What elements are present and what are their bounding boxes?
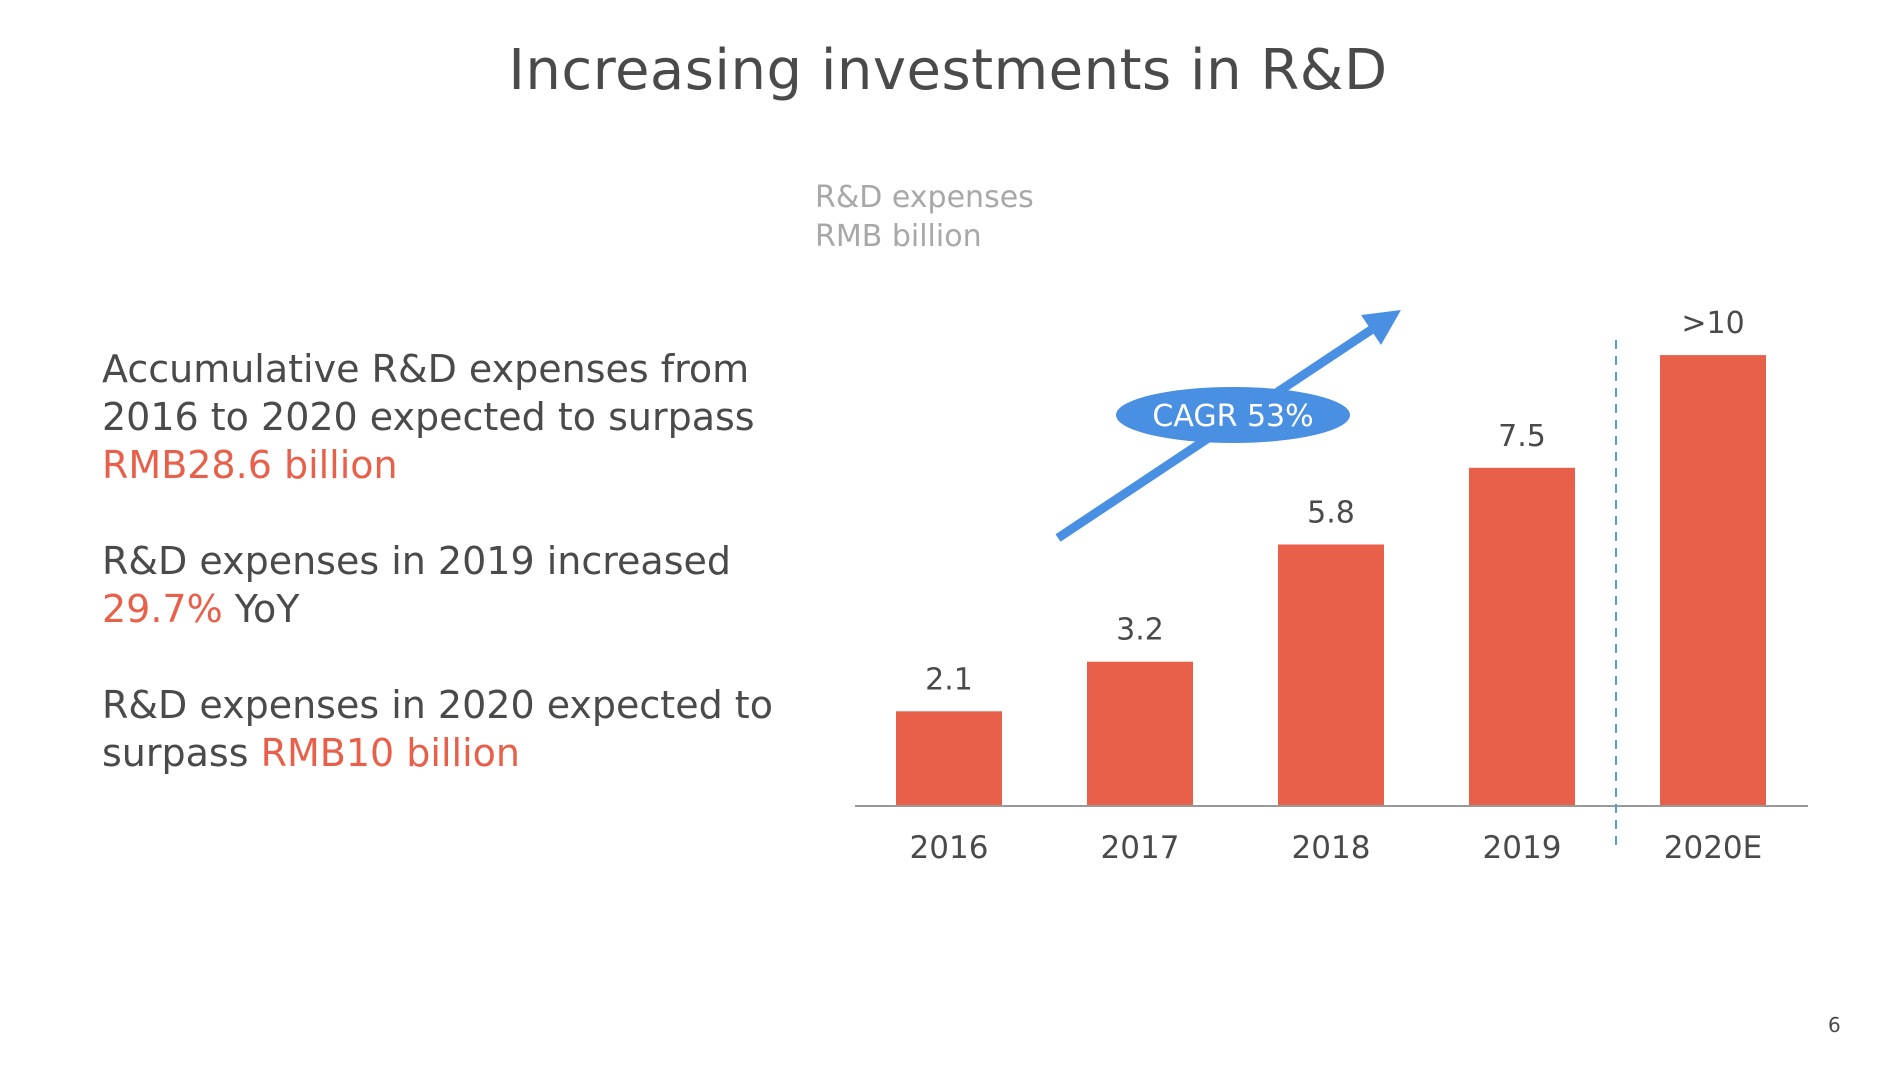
x-tick-label: 2016 [910,830,989,866]
data-label: 7.5 [1498,419,1546,454]
unit-label: RMB billion [815,219,982,254]
cagr-badge [1116,387,1350,443]
x-tick-label: 2018 [1292,830,1371,866]
page-title: Increasing investments in R&D [508,38,1388,103]
bullet-highlight: RMB10 billion [260,731,520,775]
bullet-highlight: RMB28.6 billion [102,443,398,487]
data-label: 2.1 [925,662,973,697]
x-tick-label: 2019 [1483,830,1562,866]
bar-2016 [896,711,1002,806]
bullet-text: R&D expenses in 2020 expected to surpass [102,683,773,775]
bullet-2019-growth: R&D expenses in 2019 increased 29.7% YoY [102,537,842,633]
x-tick-label: 2017 [1101,830,1180,866]
data-label: 3.2 [1116,613,1164,648]
page-number: 6 [1828,1013,1841,1037]
bullet-highlight: 29.7% [102,587,223,631]
bar-2018 [1278,544,1384,806]
bar-2020e [1660,355,1766,806]
bullet-cumulative: Accumulative R&D expenses from 2016 to 2… [102,345,842,489]
data-label: 5.8 [1307,495,1355,530]
bullet-2020-forecast: R&D expenses in 2020 expected to surpass… [102,681,842,777]
bullet-text: R&D expenses in 2019 increased [102,539,732,583]
cagr-label: CAGR 53% [1152,399,1313,434]
bullet-text-end: YoY [222,587,300,631]
x-tick-label: 2020E [1664,830,1762,866]
bullet-list: Accumulative R&D expenses from 2016 to 2… [102,345,842,825]
bullet-text: Accumulative R&D expenses from 2016 to 2… [102,347,755,439]
unit-label: R&D expenses [815,180,1034,215]
bar-2019 [1469,467,1575,806]
bar-2017 [1087,661,1193,806]
data-label: >10 [1681,306,1744,341]
